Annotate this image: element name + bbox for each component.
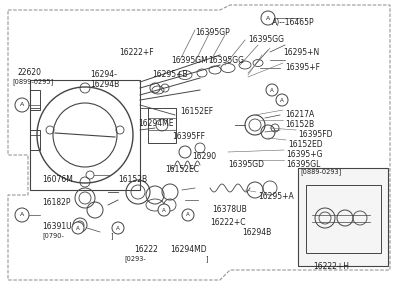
Bar [148, 108, 176, 143]
Text: [0899-0295]: [0899-0295] [12, 78, 53, 85]
Bar [298, 168, 388, 266]
Text: 16294B: 16294B [242, 228, 271, 237]
Text: 16391U: 16391U [42, 222, 72, 231]
Text: A: A [270, 88, 274, 92]
Text: A: A [266, 16, 270, 20]
Text: 16395GM: 16395GM [171, 56, 208, 65]
Text: 16294MD: 16294MD [170, 245, 207, 254]
Text: A: A [20, 212, 24, 217]
Text: 16152B: 16152B [118, 175, 147, 184]
Text: A: A [76, 226, 80, 230]
Text: A: A [280, 98, 284, 103]
Text: 16222+F: 16222+F [119, 48, 154, 57]
Text: 16295+A: 16295+A [258, 192, 294, 201]
Circle shape [182, 209, 194, 221]
Text: 16395FF: 16395FF [172, 132, 205, 141]
Circle shape [158, 204, 170, 216]
Text: 16395GL: 16395GL [286, 160, 320, 169]
Text: 16152B: 16152B [285, 120, 314, 129]
Text: 16294-: 16294- [90, 70, 117, 79]
Text: [0889-0293]: [0889-0293] [300, 168, 341, 175]
Text: 16378UB: 16378UB [212, 205, 247, 214]
Text: 16182P: 16182P [42, 198, 70, 207]
Text: 16295+N: 16295+N [283, 48, 319, 57]
Bar [30, 130, 40, 150]
Text: 16290: 16290 [192, 152, 216, 161]
Text: 16295+B: 16295+B [152, 70, 188, 79]
Text: 16217A: 16217A [285, 110, 314, 119]
Text: 16152ED: 16152ED [288, 140, 323, 149]
Text: 16152EC: 16152EC [165, 165, 199, 174]
Text: 16294B: 16294B [90, 80, 119, 89]
Text: A: A [186, 212, 190, 217]
Circle shape [276, 94, 288, 106]
Text: 16294ME: 16294ME [138, 119, 174, 128]
Text: A)--16465P: A)--16465P [272, 18, 315, 27]
Text: A: A [162, 208, 166, 212]
Text: 16395GG: 16395GG [248, 35, 284, 44]
Text: 16395+F: 16395+F [285, 63, 320, 72]
Text: 16222+H: 16222+H [313, 262, 349, 271]
Text: A: A [20, 103, 24, 107]
Circle shape [112, 222, 124, 234]
Circle shape [15, 208, 29, 222]
Circle shape [72, 222, 84, 234]
Text: 16395FD: 16395FD [298, 130, 332, 139]
Text: 16222+C: 16222+C [210, 218, 246, 227]
Text: 16076M: 16076M [42, 175, 73, 184]
Text: 16395+G: 16395+G [286, 150, 322, 159]
Text: 16395GD: 16395GD [228, 160, 264, 169]
Bar [30, 80, 140, 190]
Bar [30, 90, 40, 110]
Circle shape [266, 84, 278, 96]
Text: ]: ] [110, 232, 113, 239]
Text: [0293-: [0293- [124, 255, 146, 262]
Text: 16395GP: 16395GP [195, 28, 230, 37]
Text: A: A [116, 226, 120, 230]
Text: 16152EF: 16152EF [180, 107, 213, 116]
Text: 22620: 22620 [18, 68, 42, 77]
Text: [0790-: [0790- [42, 232, 64, 239]
Text: 16395GG: 16395GG [208, 56, 244, 65]
Text: ]: ] [205, 255, 208, 262]
Circle shape [15, 98, 29, 112]
Bar [306, 185, 381, 253]
Circle shape [261, 11, 275, 25]
Text: 16222: 16222 [134, 245, 158, 254]
